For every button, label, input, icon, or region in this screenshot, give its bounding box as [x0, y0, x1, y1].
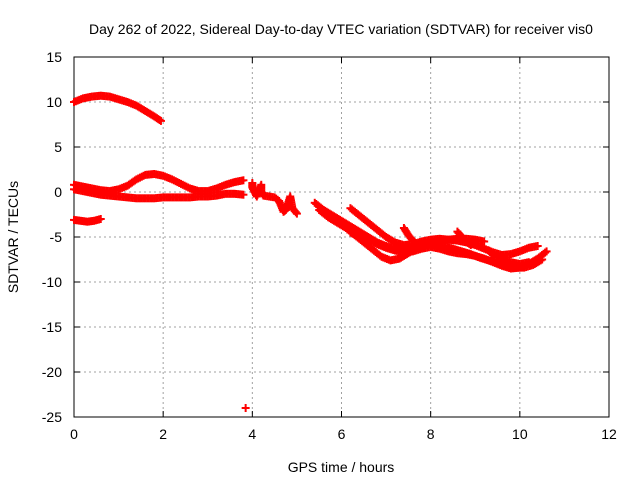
x-tick-label: 12: [601, 426, 617, 442]
data-point: [241, 404, 250, 412]
x-tick-label: 10: [512, 426, 528, 442]
y-tick-label: -15: [42, 319, 62, 335]
x-tick-label: 0: [70, 426, 78, 442]
data-point: [239, 176, 248, 185]
data-point: [480, 237, 489, 246]
y-axis-label: SDTVAR / TECUs: [5, 181, 21, 293]
x-tick-label: 8: [427, 426, 435, 442]
data-point: [465, 239, 474, 248]
y-tick-label: 15: [46, 49, 62, 65]
chart-title: Day 262 of 2022, Sidereal Day-to-day VTE…: [89, 21, 593, 37]
grid-lines: [74, 57, 609, 417]
data-point: [533, 242, 542, 250]
x-tick-label: 6: [338, 426, 346, 442]
x-axis-label: GPS time / hours: [288, 459, 395, 475]
data-point: [417, 240, 426, 249]
data-point: [292, 209, 301, 218]
y-tick-label: 5: [54, 139, 62, 155]
data-point: [524, 258, 533, 267]
data-point: [542, 247, 551, 256]
data-point: [96, 215, 105, 223]
axis-ticks: 0 2 4 6 8 10 12 -25 -20 -15 -10 -5 0 5 10 15: [42, 49, 617, 442]
y-tick-label: 0: [54, 184, 62, 200]
x-tick-label: 4: [248, 426, 256, 442]
data-point: [541, 248, 550, 257]
data-point: [239, 190, 248, 199]
y-tick-label: -10: [42, 274, 62, 290]
data-point: [466, 241, 475, 250]
y-tick-label: -5: [50, 229, 63, 245]
y-tick-label: -25: [42, 409, 62, 425]
data-point: [291, 208, 300, 217]
y-tick-label: -20: [42, 364, 62, 380]
x-tick-label: 2: [159, 426, 167, 442]
y-tick-label: 10: [46, 94, 62, 110]
data-point: [156, 116, 165, 125]
data-points: [70, 91, 551, 412]
